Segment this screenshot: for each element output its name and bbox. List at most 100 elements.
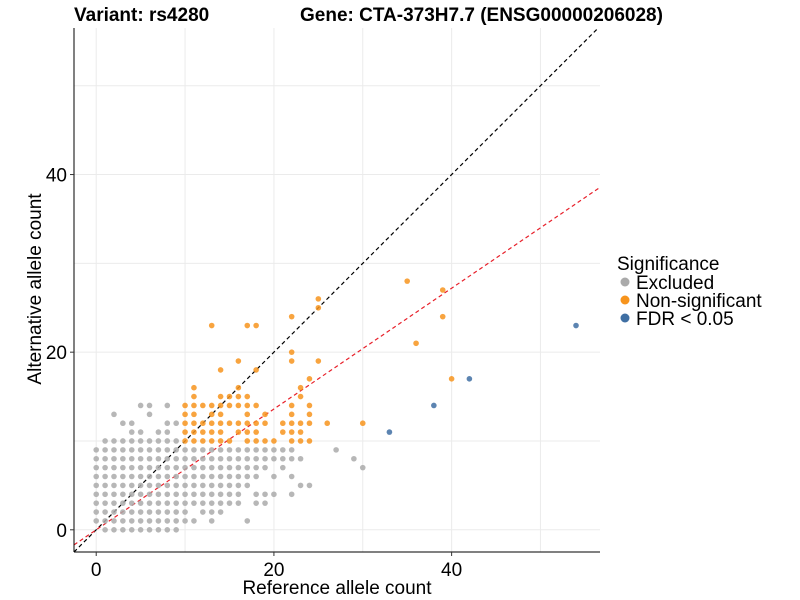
- point-excluded: [120, 482, 126, 489]
- point-excluded: [93, 491, 100, 498]
- point-excluded: [208, 455, 215, 462]
- point-excluded: [164, 482, 171, 489]
- point-excluded: [226, 447, 233, 453]
- x-tick-label: 40: [441, 560, 462, 581]
- point-excluded: [137, 438, 144, 444]
- reference-lines: [73, 27, 601, 553]
- point-non-significant: [217, 367, 224, 373]
- point-excluded: [102, 464, 108, 471]
- point-excluded: [111, 473, 117, 480]
- point-non-significant: [439, 287, 446, 293]
- point-excluded: [217, 491, 224, 498]
- point-non-significant: [182, 402, 188, 409]
- chart-title-variant: Variant: rs4280: [74, 5, 209, 26]
- point-excluded: [120, 500, 126, 506]
- point-excluded: [146, 411, 153, 418]
- y-tick-label: 40: [46, 166, 67, 187]
- point-excluded: [93, 482, 100, 489]
- point-non-significant: [244, 438, 251, 444]
- point-non-significant: [191, 402, 197, 409]
- point-excluded: [120, 464, 126, 471]
- legend: Significance Excluded Non-significant FD…: [617, 254, 762, 330]
- point-excluded: [200, 509, 206, 515]
- point-excluded: [173, 518, 179, 524]
- point-non-significant: [297, 438, 304, 444]
- point-fdr-0-05: [466, 376, 473, 382]
- point-excluded: [93, 500, 100, 506]
- point-excluded: [182, 509, 188, 515]
- point-excluded: [262, 455, 268, 462]
- point-excluded: [137, 509, 144, 515]
- point-non-significant: [217, 411, 224, 418]
- point-excluded: [182, 464, 188, 471]
- point-excluded: [288, 473, 295, 480]
- point-excluded: [137, 482, 144, 489]
- point-excluded: [137, 429, 144, 435]
- point-excluded: [146, 526, 153, 533]
- point-excluded: [164, 509, 171, 515]
- point-non-significant: [253, 367, 259, 373]
- point-non-significant: [448, 376, 455, 382]
- point-excluded: [137, 464, 144, 471]
- point-excluded: [235, 447, 242, 453]
- point-excluded: [128, 420, 135, 427]
- point-non-significant: [262, 438, 268, 444]
- y-axis-label: Alternative allele count: [25, 193, 46, 385]
- legend-key-fdr: [620, 313, 630, 323]
- point-excluded: [217, 455, 224, 462]
- point-excluded: [280, 447, 286, 453]
- point-excluded: [253, 447, 259, 453]
- point-excluded: [111, 491, 117, 498]
- point-non-significant: [253, 438, 259, 444]
- point-non-significant: [288, 411, 295, 418]
- point-non-significant: [235, 384, 242, 391]
- x-axis-label: Reference allele count: [242, 578, 432, 599]
- point-non-significant: [253, 322, 259, 329]
- point-non-significant: [306, 420, 313, 427]
- point-excluded: [155, 464, 162, 471]
- point-non-significant: [182, 411, 188, 418]
- point-excluded: [102, 518, 108, 524]
- grid-lines: [74, 28, 600, 552]
- point-excluded: [182, 491, 188, 498]
- point-excluded: [155, 455, 162, 462]
- point-excluded: [93, 464, 100, 471]
- point-excluded: [182, 500, 188, 506]
- point-non-significant: [208, 411, 215, 418]
- point-excluded: [217, 509, 224, 515]
- point-excluded: [200, 455, 206, 462]
- point-excluded: [128, 500, 135, 506]
- reference-line-identity: [73, 27, 599, 553]
- point-excluded: [244, 482, 251, 489]
- point-excluded: [244, 455, 251, 462]
- point-excluded: [262, 491, 268, 498]
- point-excluded: [208, 473, 215, 480]
- point-excluded: [120, 518, 126, 524]
- point-excluded: [120, 455, 126, 462]
- legend-key-non-significant: [620, 295, 630, 305]
- point-excluded: [271, 473, 277, 480]
- point-non-significant: [315, 304, 322, 311]
- point-excluded: [102, 473, 108, 480]
- point-excluded: [191, 482, 197, 489]
- point-excluded: [208, 500, 215, 506]
- point-excluded: [253, 455, 259, 462]
- point-excluded: [217, 464, 224, 471]
- point-excluded: [173, 491, 179, 498]
- point-non-significant: [226, 393, 233, 400]
- point-excluded: [120, 420, 126, 427]
- point-excluded: [244, 473, 251, 480]
- point-non-significant: [200, 420, 206, 427]
- point-non-significant: [217, 393, 224, 400]
- point-excluded: [111, 518, 117, 524]
- point-non-significant: [262, 411, 268, 418]
- point-excluded: [164, 526, 171, 533]
- point-excluded: [128, 526, 135, 533]
- point-excluded: [155, 526, 162, 533]
- point-excluded: [137, 473, 144, 480]
- point-non-significant: [297, 384, 304, 391]
- point-non-significant: [235, 358, 242, 364]
- point-excluded: [146, 438, 153, 444]
- point-non-significant: [413, 340, 419, 347]
- point-non-significant: [439, 313, 446, 320]
